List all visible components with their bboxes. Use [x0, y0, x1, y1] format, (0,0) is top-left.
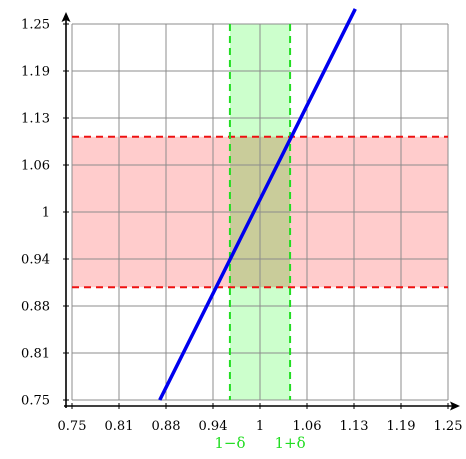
- y-tick-label: 1.25: [21, 18, 50, 33]
- series-layer: [72, 8, 448, 401]
- x-tick-label: 1.19: [387, 419, 416, 434]
- grid-layer: [71, 23, 449, 401]
- y-tick-label: 0.81: [21, 347, 50, 362]
- y-axis-arrow: [61, 12, 71, 22]
- y-tick-label: 1.13: [21, 112, 50, 127]
- ticks-layer: 0.75 0.81 0.88 0.94 1 1.06 1.13 1.19 1.25 0.75 0.8…: [21, 18, 462, 435]
- x-tick-label: 1.25: [434, 419, 463, 434]
- axes-layer: [61, 12, 460, 411]
- series-line: [158, 8, 357, 401]
- delta-low-label: 1−δ: [214, 434, 245, 452]
- x-tick-label: 0.94: [199, 419, 228, 434]
- x-tick-label: 1: [256, 419, 264, 434]
- x-tick-label: 0.88: [152, 419, 181, 434]
- y-tick-label: 0.75: [21, 394, 50, 409]
- y-tick-label: 1: [42, 206, 50, 221]
- y-tick-label: 0.94: [21, 253, 50, 268]
- y-tick-label: 1.19: [21, 65, 50, 80]
- x-axis-arrow: [450, 401, 460, 411]
- x-tick-label: 0.81: [105, 419, 134, 434]
- x-tick-label: 0.75: [58, 419, 87, 434]
- y-tick-label: 0.88: [21, 300, 50, 315]
- y-tick-label: 1.06: [21, 159, 50, 174]
- annotations-layer: 1−δ 1+δ: [214, 434, 305, 452]
- x-tick-label: 1.06: [293, 419, 322, 434]
- x-tick-label: 1.13: [340, 419, 369, 434]
- delta-high-label: 1+δ: [275, 434, 306, 452]
